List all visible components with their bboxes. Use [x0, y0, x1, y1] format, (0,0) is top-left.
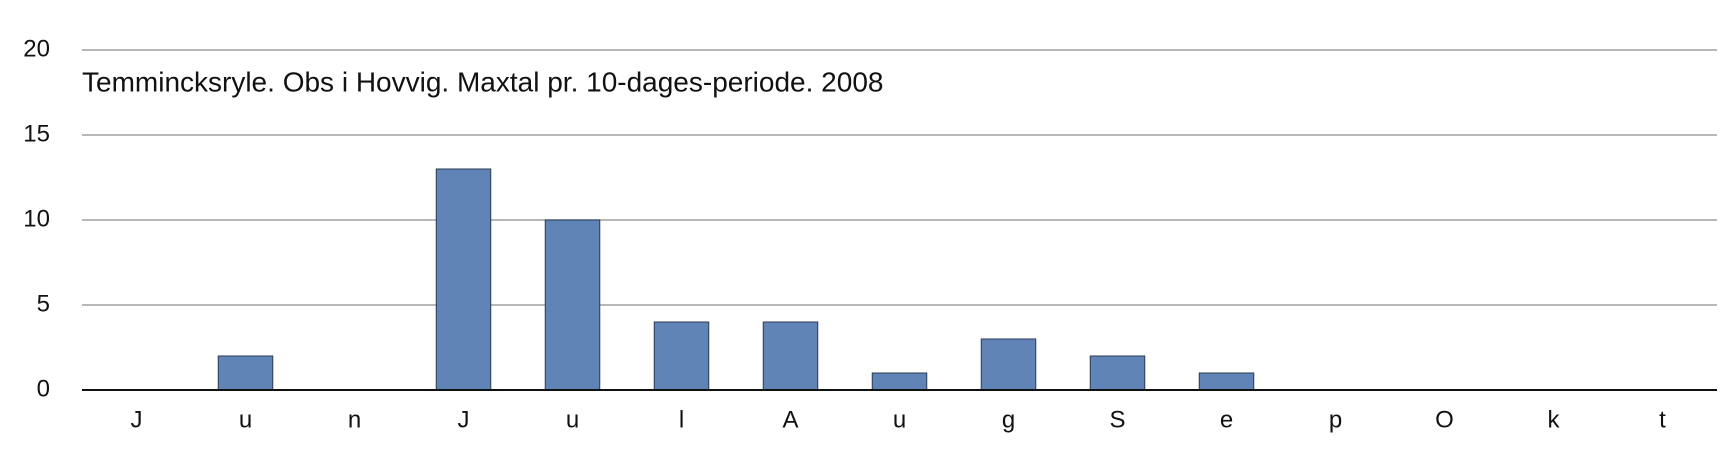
y-tick-label: 0: [37, 375, 50, 402]
y-tick-label: 5: [37, 290, 50, 317]
x-tick-label: l: [679, 406, 684, 433]
bar: [1089, 355, 1146, 391]
bar: [762, 321, 819, 391]
bar: [653, 321, 710, 391]
x-tick-label: u: [566, 406, 579, 433]
chart-title: Temmincksryle. Obs i Hovvig. Maxtal pr. …: [82, 66, 883, 97]
bar: [871, 372, 928, 391]
x-tick-label: O: [1435, 406, 1454, 433]
x-tick-label: k: [1548, 406, 1561, 433]
x-tick-label: g: [1002, 406, 1015, 433]
y-tick-label: 15: [23, 120, 50, 147]
x-tick-label: p: [1329, 406, 1342, 433]
bar: [435, 168, 492, 391]
bar: [544, 219, 601, 391]
x-tick-label: u: [893, 406, 906, 433]
x-tick-label: J: [131, 406, 143, 433]
x-tick-label: S: [1109, 406, 1125, 433]
x-tick-label: J: [458, 406, 470, 433]
bar: [217, 355, 274, 391]
x-tick-label: t: [1659, 406, 1666, 433]
x-tick-label: e: [1220, 406, 1233, 433]
bar: [980, 338, 1037, 391]
bar: [1198, 372, 1255, 391]
y-tick-label: 20: [23, 35, 50, 62]
x-tick-label: u: [239, 406, 252, 433]
x-tick-label: A: [782, 406, 798, 433]
y-tick-label: 10: [23, 205, 50, 232]
x-tick-label: n: [348, 406, 361, 433]
